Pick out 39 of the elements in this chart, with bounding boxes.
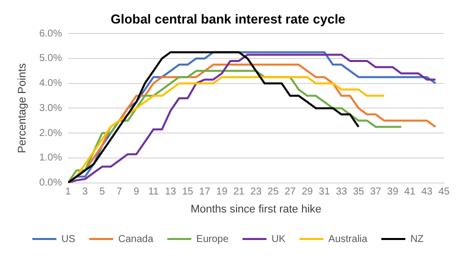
x-tick-label: 37 bbox=[370, 186, 382, 198]
x-tick-label: 15 bbox=[182, 186, 194, 198]
y-tick-label: 0.0% bbox=[39, 178, 62, 189]
y-tick-label: 6.0% bbox=[39, 28, 62, 40]
x-tick-label: 35 bbox=[352, 186, 365, 198]
x-tick-label: 31 bbox=[318, 186, 330, 198]
x-tick-label: 7 bbox=[116, 186, 122, 198]
x-tick-label: 5 bbox=[99, 186, 106, 198]
legend-label: Canada bbox=[118, 234, 154, 245]
x-tick-label: 9 bbox=[134, 186, 140, 198]
x-tick-label: 23 bbox=[250, 186, 262, 198]
x-tick-label: 19 bbox=[216, 186, 228, 198]
y-tick-label: 1.0% bbox=[39, 152, 62, 164]
x-tick-label: 33 bbox=[336, 186, 348, 198]
y-axis-title: Percentage Points bbox=[16, 62, 29, 154]
x-tick-label: 13 bbox=[164, 186, 177, 198]
legend-label: Europe bbox=[196, 234, 229, 245]
x-tick-label: 41 bbox=[404, 186, 416, 198]
x-tick-label: 1 bbox=[65, 186, 72, 198]
y-tick-label: 4.0% bbox=[39, 78, 62, 90]
x-tick-label: 3 bbox=[82, 186, 88, 198]
legend-label: UK bbox=[272, 234, 286, 245]
legend-label: Australia bbox=[328, 234, 368, 245]
x-tick-label: 29 bbox=[302, 186, 314, 198]
y-tick-label: 5.0% bbox=[39, 53, 62, 64]
y-tick-label: 2.0% bbox=[39, 128, 62, 139]
y-tick-label: 3.0% bbox=[39, 102, 62, 114]
x-tick-label: 21 bbox=[233, 186, 245, 198]
x-tick-label: 25 bbox=[268, 186, 280, 198]
legend-label: NZ bbox=[410, 234, 424, 245]
x-tick-label: 17 bbox=[199, 186, 211, 198]
legend-label: US bbox=[61, 234, 76, 245]
x-tick-label: 27 bbox=[284, 186, 296, 198]
x-tick-label: 43 bbox=[421, 186, 433, 198]
x-tick-label: 45 bbox=[438, 186, 450, 198]
x-tick-label: 11 bbox=[148, 186, 160, 198]
x-axis-title: Months since first rate hike bbox=[190, 203, 322, 216]
x-tick-label: 39 bbox=[387, 186, 399, 198]
chart-title: Global central bank interest rate cycle bbox=[110, 11, 346, 26]
